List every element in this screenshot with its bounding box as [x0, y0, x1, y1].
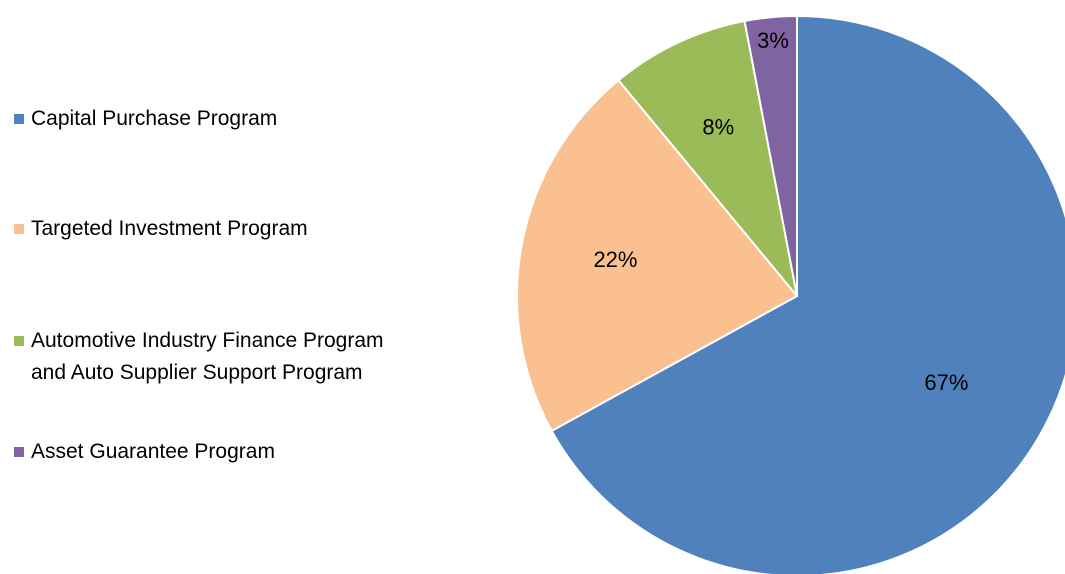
data-label: 3% [757, 28, 789, 53]
legend-label: Automotive Industry Finance Program and … [31, 329, 384, 384]
data-label: 67% [924, 370, 968, 395]
legend-swatch [14, 224, 24, 234]
legend-swatch [14, 336, 24, 346]
pie-slice [550, 14, 1065, 574]
pie-slice [743, 14, 798, 297]
legend-item: Capital Purchase Program [14, 103, 494, 135]
legend-label: Capital Purchase Program [31, 107, 278, 130]
legend-label: Targeted Investment Program [31, 217, 308, 240]
legend-item: Asset Guarantee Program [14, 436, 494, 468]
legend-item: Targeted Investment Program [14, 213, 494, 245]
data-label: 8% [702, 115, 734, 140]
pie-slice [617, 19, 798, 297]
pie-slice [516, 78, 799, 433]
legend-swatch [14, 447, 24, 457]
legend-label: Asset Guarantee Program [31, 440, 275, 463]
legend-swatch [14, 114, 24, 124]
data-label: 22% [593, 247, 637, 272]
legend-item: Automotive Industry Finance Program and … [14, 325, 494, 389]
